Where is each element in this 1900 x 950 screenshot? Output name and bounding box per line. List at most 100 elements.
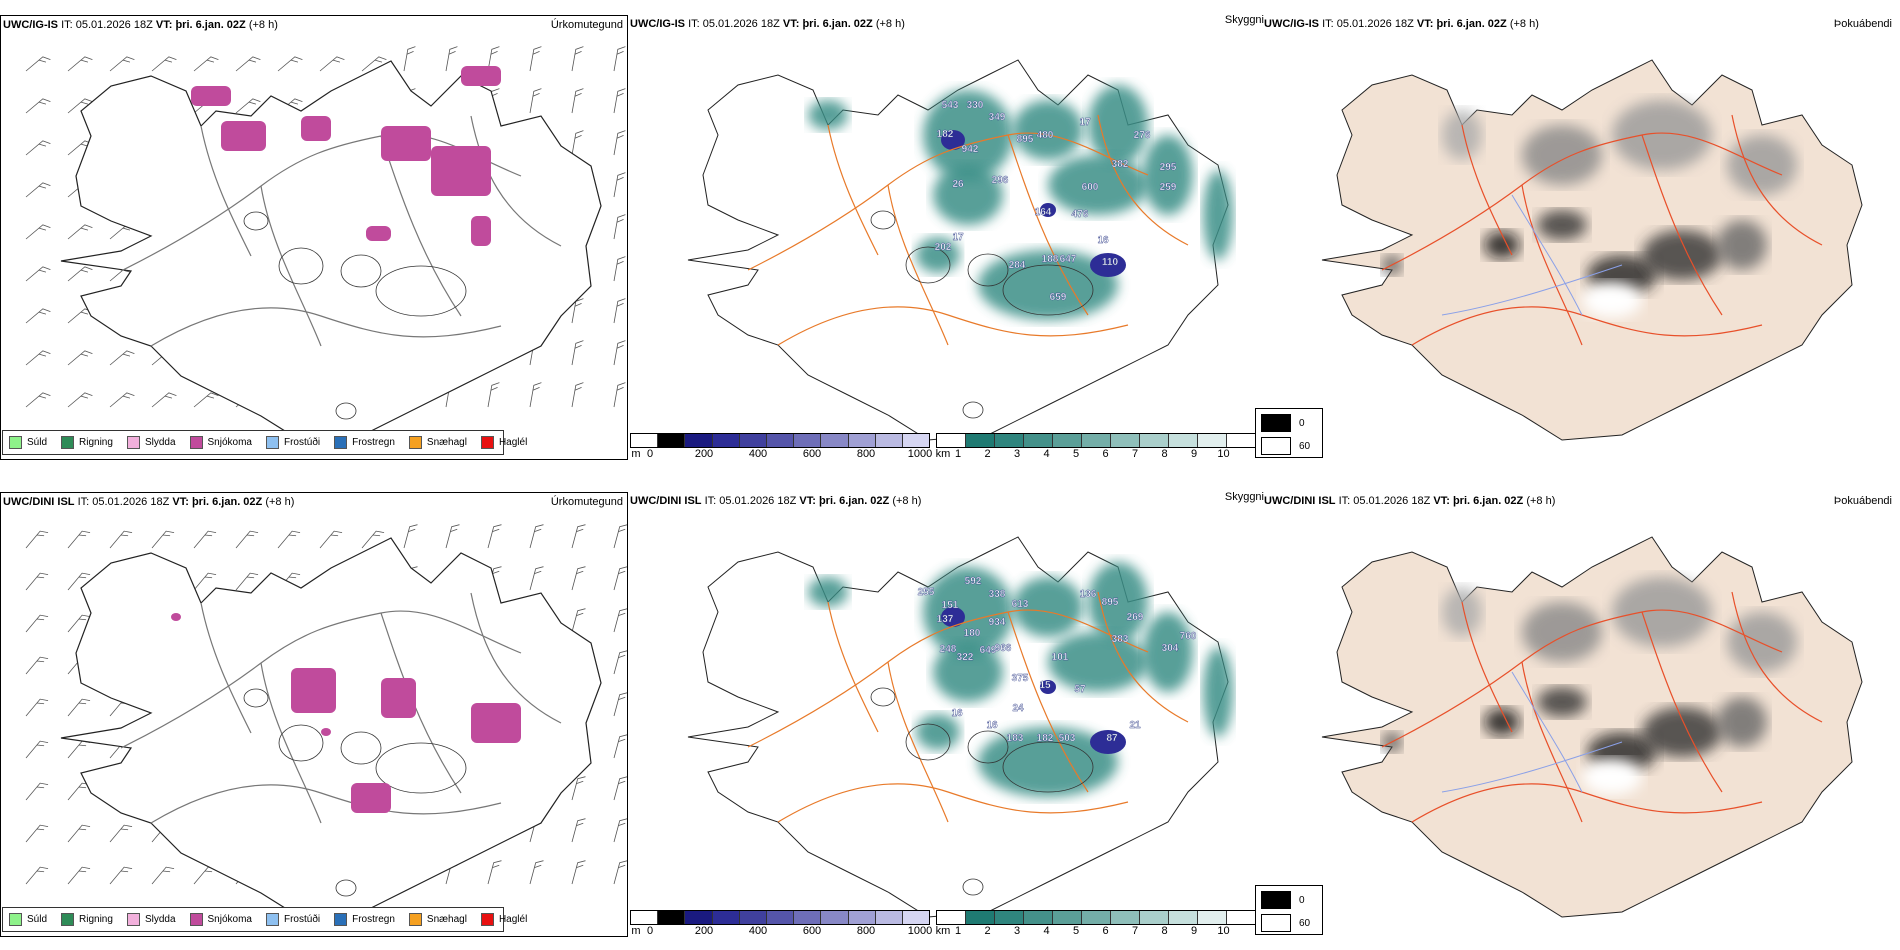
- snow-area: [471, 216, 491, 246]
- wind-barb: [613, 298, 626, 324]
- colorbar-tick: 8: [1161, 448, 1168, 460]
- title-it-label: IT:: [688, 18, 700, 30]
- wind-barb: [487, 382, 500, 408]
- title-vt-value: þri. 6.jan. 02Z: [191, 496, 263, 508]
- colorbar-cell: [739, 434, 767, 447]
- title-it-value: 05.01.2026 18Z: [75, 19, 153, 31]
- wind-barb-shaft: [403, 524, 418, 549]
- visibility-label: 15: [1039, 680, 1051, 691]
- wind-barb: [67, 824, 91, 843]
- legend-item: Súld: [9, 436, 47, 449]
- wind-barb-shaft: [25, 98, 51, 114]
- wind-barb: [67, 56, 93, 72]
- fog-area: [1727, 135, 1797, 195]
- wind-barb-shaft: [235, 98, 261, 114]
- colorbar-cell: [685, 911, 713, 924]
- fog-legend-label: 60: [1299, 440, 1311, 452]
- wind-barb-shaft: [529, 566, 544, 591]
- wind-barb-shaft: [529, 46, 542, 72]
- title-model: UWC/IG-IS: [630, 18, 685, 30]
- colorbar-cell: [1082, 434, 1111, 447]
- legend-label: Súld: [27, 437, 48, 448]
- visibility-label: 259: [1160, 182, 1177, 193]
- legend-swatch: [9, 913, 22, 926]
- title-vt-value: þri. 6.jan. 02Z: [802, 18, 873, 30]
- low-visibility-area: [933, 642, 1003, 702]
- fog-area: [1537, 210, 1587, 240]
- road-line: [1097, 591, 1189, 723]
- road-line: [200, 602, 252, 734]
- colorbar-tick: 600: [802, 925, 822, 937]
- title-vt-label: VT:: [1416, 18, 1434, 30]
- colorbar-tick: 2: [984, 925, 991, 937]
- visibility-label: 101: [1052, 652, 1069, 663]
- wind-barb-shaft: [67, 866, 91, 885]
- colorbar-cell: [631, 434, 659, 447]
- road-line: [1521, 661, 1583, 823]
- legend-swatch: [61, 913, 75, 926]
- colorbar-tick: 3: [1013, 448, 1021, 460]
- iceland-coastline: [1321, 536, 1863, 918]
- fog-area: [1717, 220, 1767, 270]
- height-colorbar: [630, 910, 930, 925]
- colorbar-cell: [995, 911, 1024, 924]
- wind-barb: [613, 88, 626, 114]
- fog-area: [1522, 125, 1602, 185]
- legend-label: Haglél: [498, 437, 528, 448]
- wind-barb: [613, 776, 627, 801]
- title-vt-value: þri. 6.jan. 02Z: [175, 19, 246, 31]
- wind-barb: [151, 56, 177, 72]
- wind-barb: [67, 614, 91, 633]
- wind-barb: [571, 46, 584, 72]
- wind-barb: [67, 530, 91, 549]
- legend-swatch: [126, 913, 140, 926]
- wind-barb: [109, 866, 133, 885]
- wind-barb: [109, 56, 135, 72]
- title-lead: (+8 h): [265, 496, 295, 508]
- visibility-colorbar: [936, 433, 1256, 448]
- colorbar-cell: [1024, 434, 1053, 447]
- title-it-label: IT:: [1338, 495, 1351, 507]
- wind-barb: [193, 530, 217, 549]
- visibility-label: 476: [1072, 209, 1089, 220]
- visibility-colorbar: [936, 910, 1256, 925]
- visibility-label: 57: [1074, 684, 1086, 695]
- wind-barb-shaft: [25, 656, 49, 675]
- colorbar-tick: 200: [694, 448, 714, 460]
- wind-barb: [571, 88, 584, 114]
- colorbar-tick: 8: [1161, 925, 1168, 937]
- title-model: UWC/IG-IS: [1264, 18, 1319, 30]
- wind-barb-shaft: [571, 524, 586, 549]
- wind-barb-shaft: [67, 572, 91, 591]
- wind-barb: [235, 572, 259, 591]
- wind-barb-shaft: [25, 182, 51, 198]
- fog-free-area: [1582, 759, 1642, 795]
- title-model: UWC/DINI ISL: [630, 495, 702, 507]
- low-visibility-area: [808, 100, 848, 130]
- visibility-label: 151: [942, 600, 959, 611]
- legend-item: Frostúði: [265, 436, 320, 449]
- wind-barb-shaft: [487, 524, 502, 549]
- glacier-outline: [962, 401, 984, 419]
- colorbar-cell: [995, 434, 1024, 447]
- colorbar-cell: [966, 911, 995, 924]
- precip-type-legend: Súld Rigning Slydda Snjókoma Frostúði Frostre…: [2, 430, 527, 455]
- fog-index-map: [1321, 536, 1863, 918]
- visibility-label: 383: [1112, 634, 1129, 645]
- title-it-value: 05.01.2026 18Z: [92, 496, 170, 508]
- low-visibility-area: [1203, 647, 1233, 737]
- wind-barb-shaft: [445, 46, 458, 72]
- visibility-label: 269: [1127, 612, 1144, 623]
- river-line: [1511, 671, 1583, 793]
- glacier-outline: [1002, 264, 1094, 316]
- wind-barb-shaft: [25, 392, 51, 408]
- low-visibility-area: [933, 165, 1003, 225]
- height-colorbar: [630, 433, 930, 448]
- low-visibility-area: [1048, 155, 1148, 215]
- colorbar-tick: 10: [1217, 925, 1230, 937]
- colorbar-tick: 0: [646, 448, 654, 460]
- cloud-base-area: [1040, 680, 1056, 694]
- low-visibility-area: [1048, 632, 1148, 692]
- road-line: [1007, 134, 1089, 316]
- colorbar-tick: 9: [1190, 448, 1198, 460]
